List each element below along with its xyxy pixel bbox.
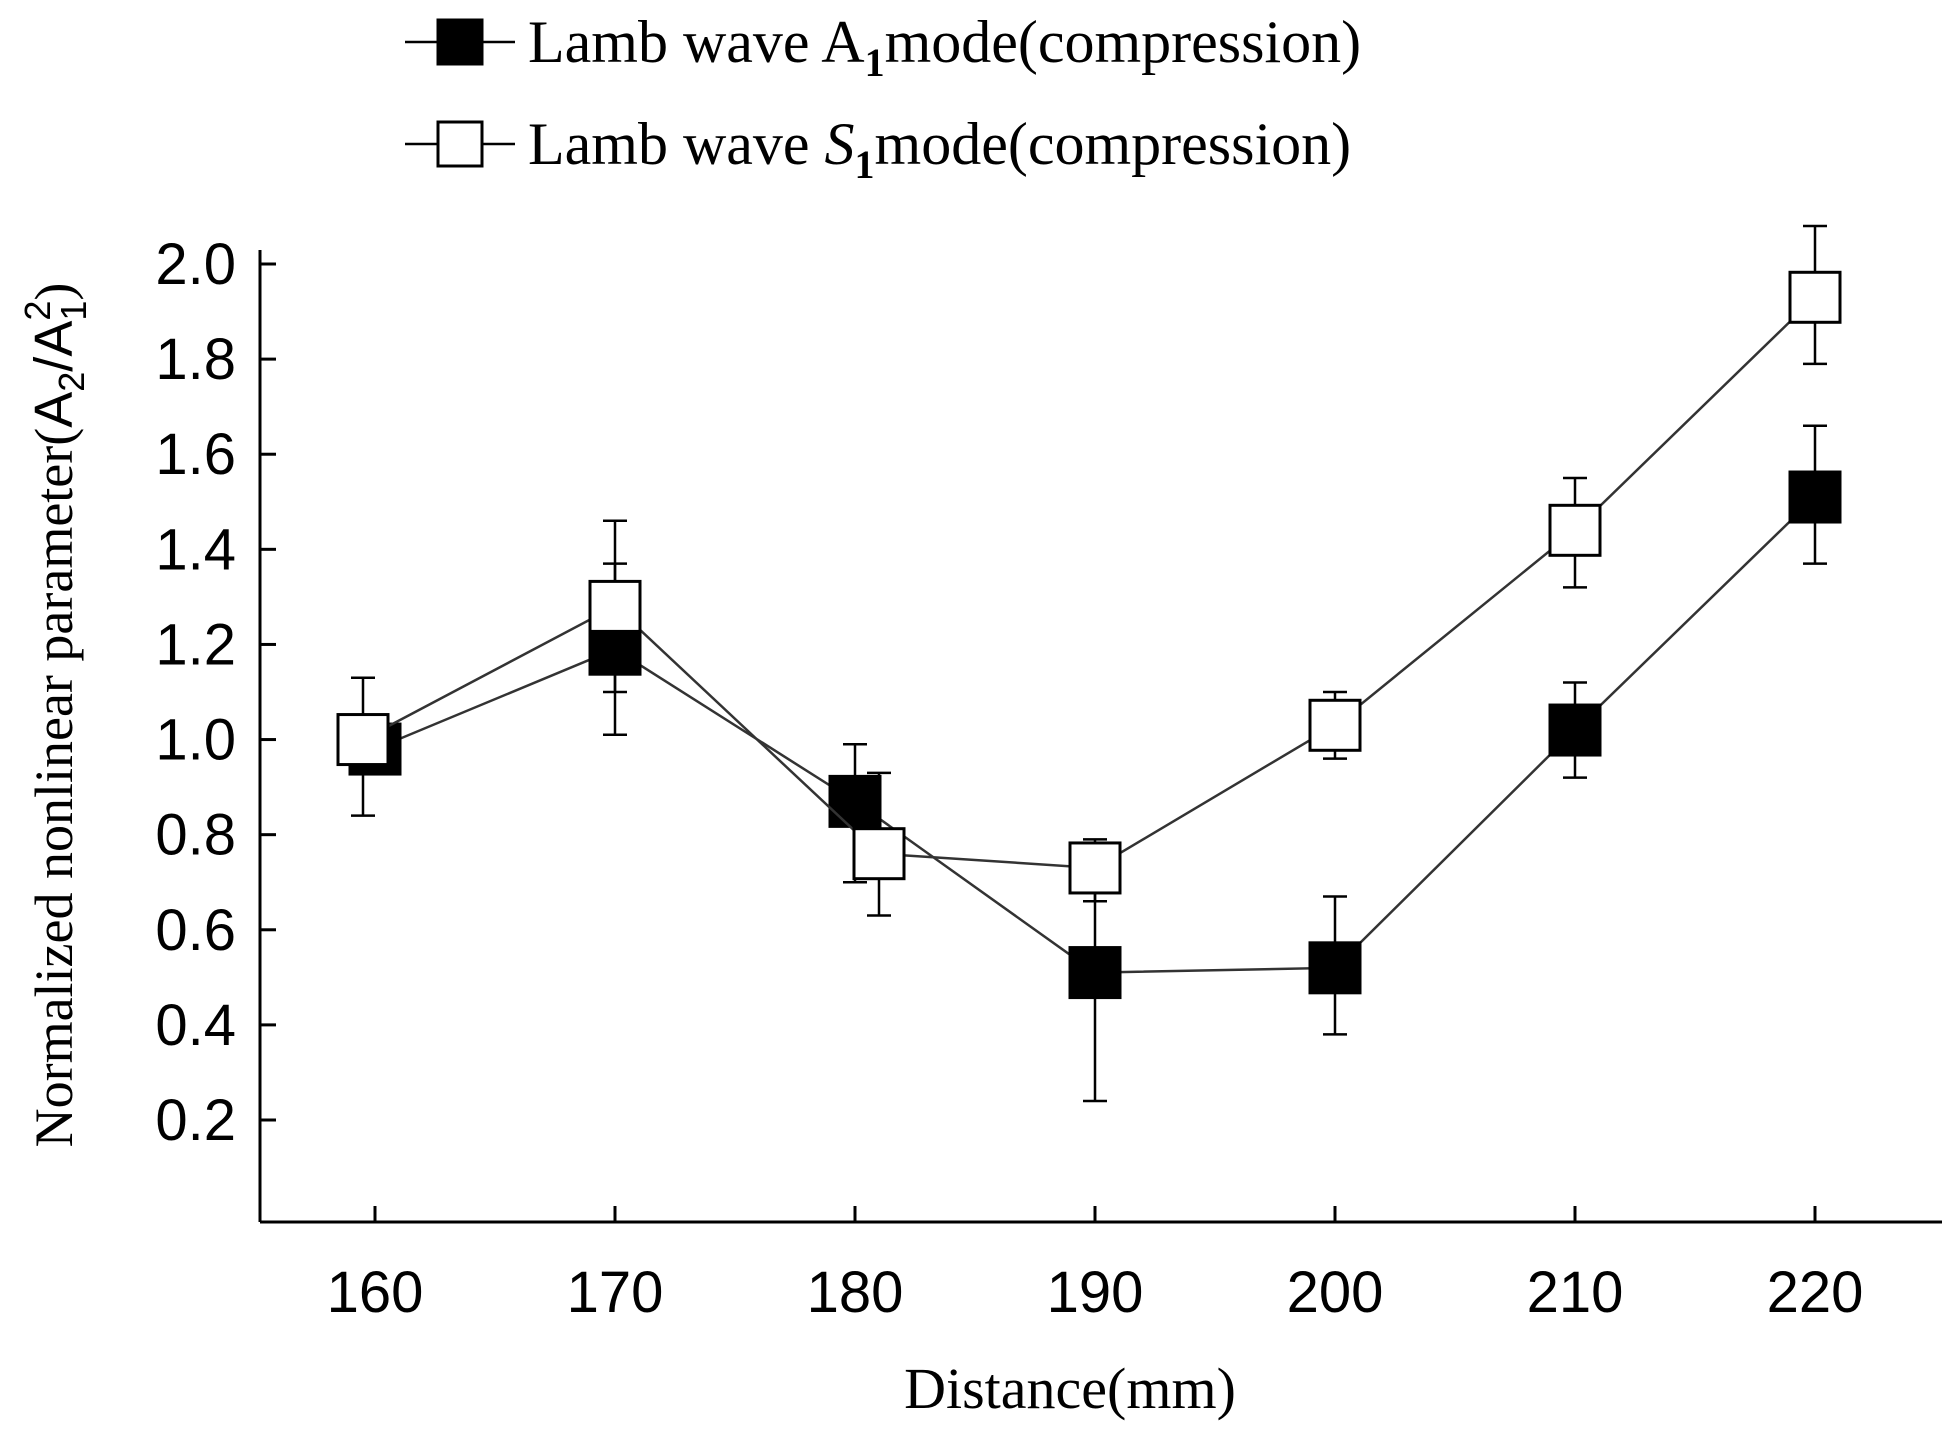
ticks: 0.2 0.4 0.6 0.8 1.0 1.2 1.4 1.6 1.8 2.0 160 170 180 1… <box>155 232 1863 1325</box>
y-tick-label: 1.2 <box>155 612 236 677</box>
series-line <box>362 296 1816 870</box>
data-point <box>1068 946 1122 1000</box>
y-tick-label: 2.0 <box>155 232 236 297</box>
legend-entry-2: Lamb wave S1mode(compression) <box>405 111 1351 187</box>
y-tick-label: 0.4 <box>155 993 236 1058</box>
data-point <box>336 713 390 767</box>
y-axis-label: Normalized nonlinear parameter(A2/A21) <box>17 283 94 1148</box>
legend: Lamb wave A1mode(compression) Lamb wave S… <box>405 9 1361 187</box>
y-tick-label: 1.4 <box>155 517 236 582</box>
data-point <box>1308 698 1362 752</box>
data-point <box>852 827 906 881</box>
data-point <box>1788 270 1842 324</box>
x-tick-label: 190 <box>1047 1260 1144 1325</box>
x-tick-label: 220 <box>1767 1260 1864 1325</box>
axes <box>258 250 1942 1224</box>
data-point <box>1788 470 1842 524</box>
y-tick-label: 1.8 <box>155 327 236 392</box>
series-2 <box>336 224 1842 917</box>
legend-label: Lamb wave S1mode(compression) <box>528 111 1351 187</box>
x-tick-label: 180 <box>807 1260 904 1325</box>
x-tick-label: 210 <box>1527 1260 1624 1325</box>
y-tick-label: 1.0 <box>155 708 236 773</box>
data-point <box>828 774 882 828</box>
legend-marker <box>436 120 484 168</box>
y-tick-label: 0.8 <box>155 803 236 868</box>
legend-entry-1: Lamb wave A1mode(compression) <box>405 9 1361 85</box>
series-1 <box>348 424 1842 1103</box>
legend-label: Lamb wave A1mode(compression) <box>528 9 1361 85</box>
data-point <box>1548 703 1602 757</box>
x-tick-label: 160 <box>327 1260 424 1325</box>
legend-marker <box>436 18 484 66</box>
y-tick-label: 1.6 <box>155 422 236 487</box>
data-point <box>588 579 642 633</box>
data-point <box>1548 503 1602 557</box>
x-tick-label: 170 <box>567 1260 664 1325</box>
y-tick-label: 0.2 <box>155 1088 236 1153</box>
x-axis-label: Distance(mm) <box>904 1356 1236 1421</box>
x-tick-label: 200 <box>1287 1260 1384 1325</box>
data-point <box>1308 941 1362 995</box>
y-tick-label: 0.6 <box>155 898 236 963</box>
plot-area <box>336 224 1842 1103</box>
data-point <box>1068 841 1122 895</box>
